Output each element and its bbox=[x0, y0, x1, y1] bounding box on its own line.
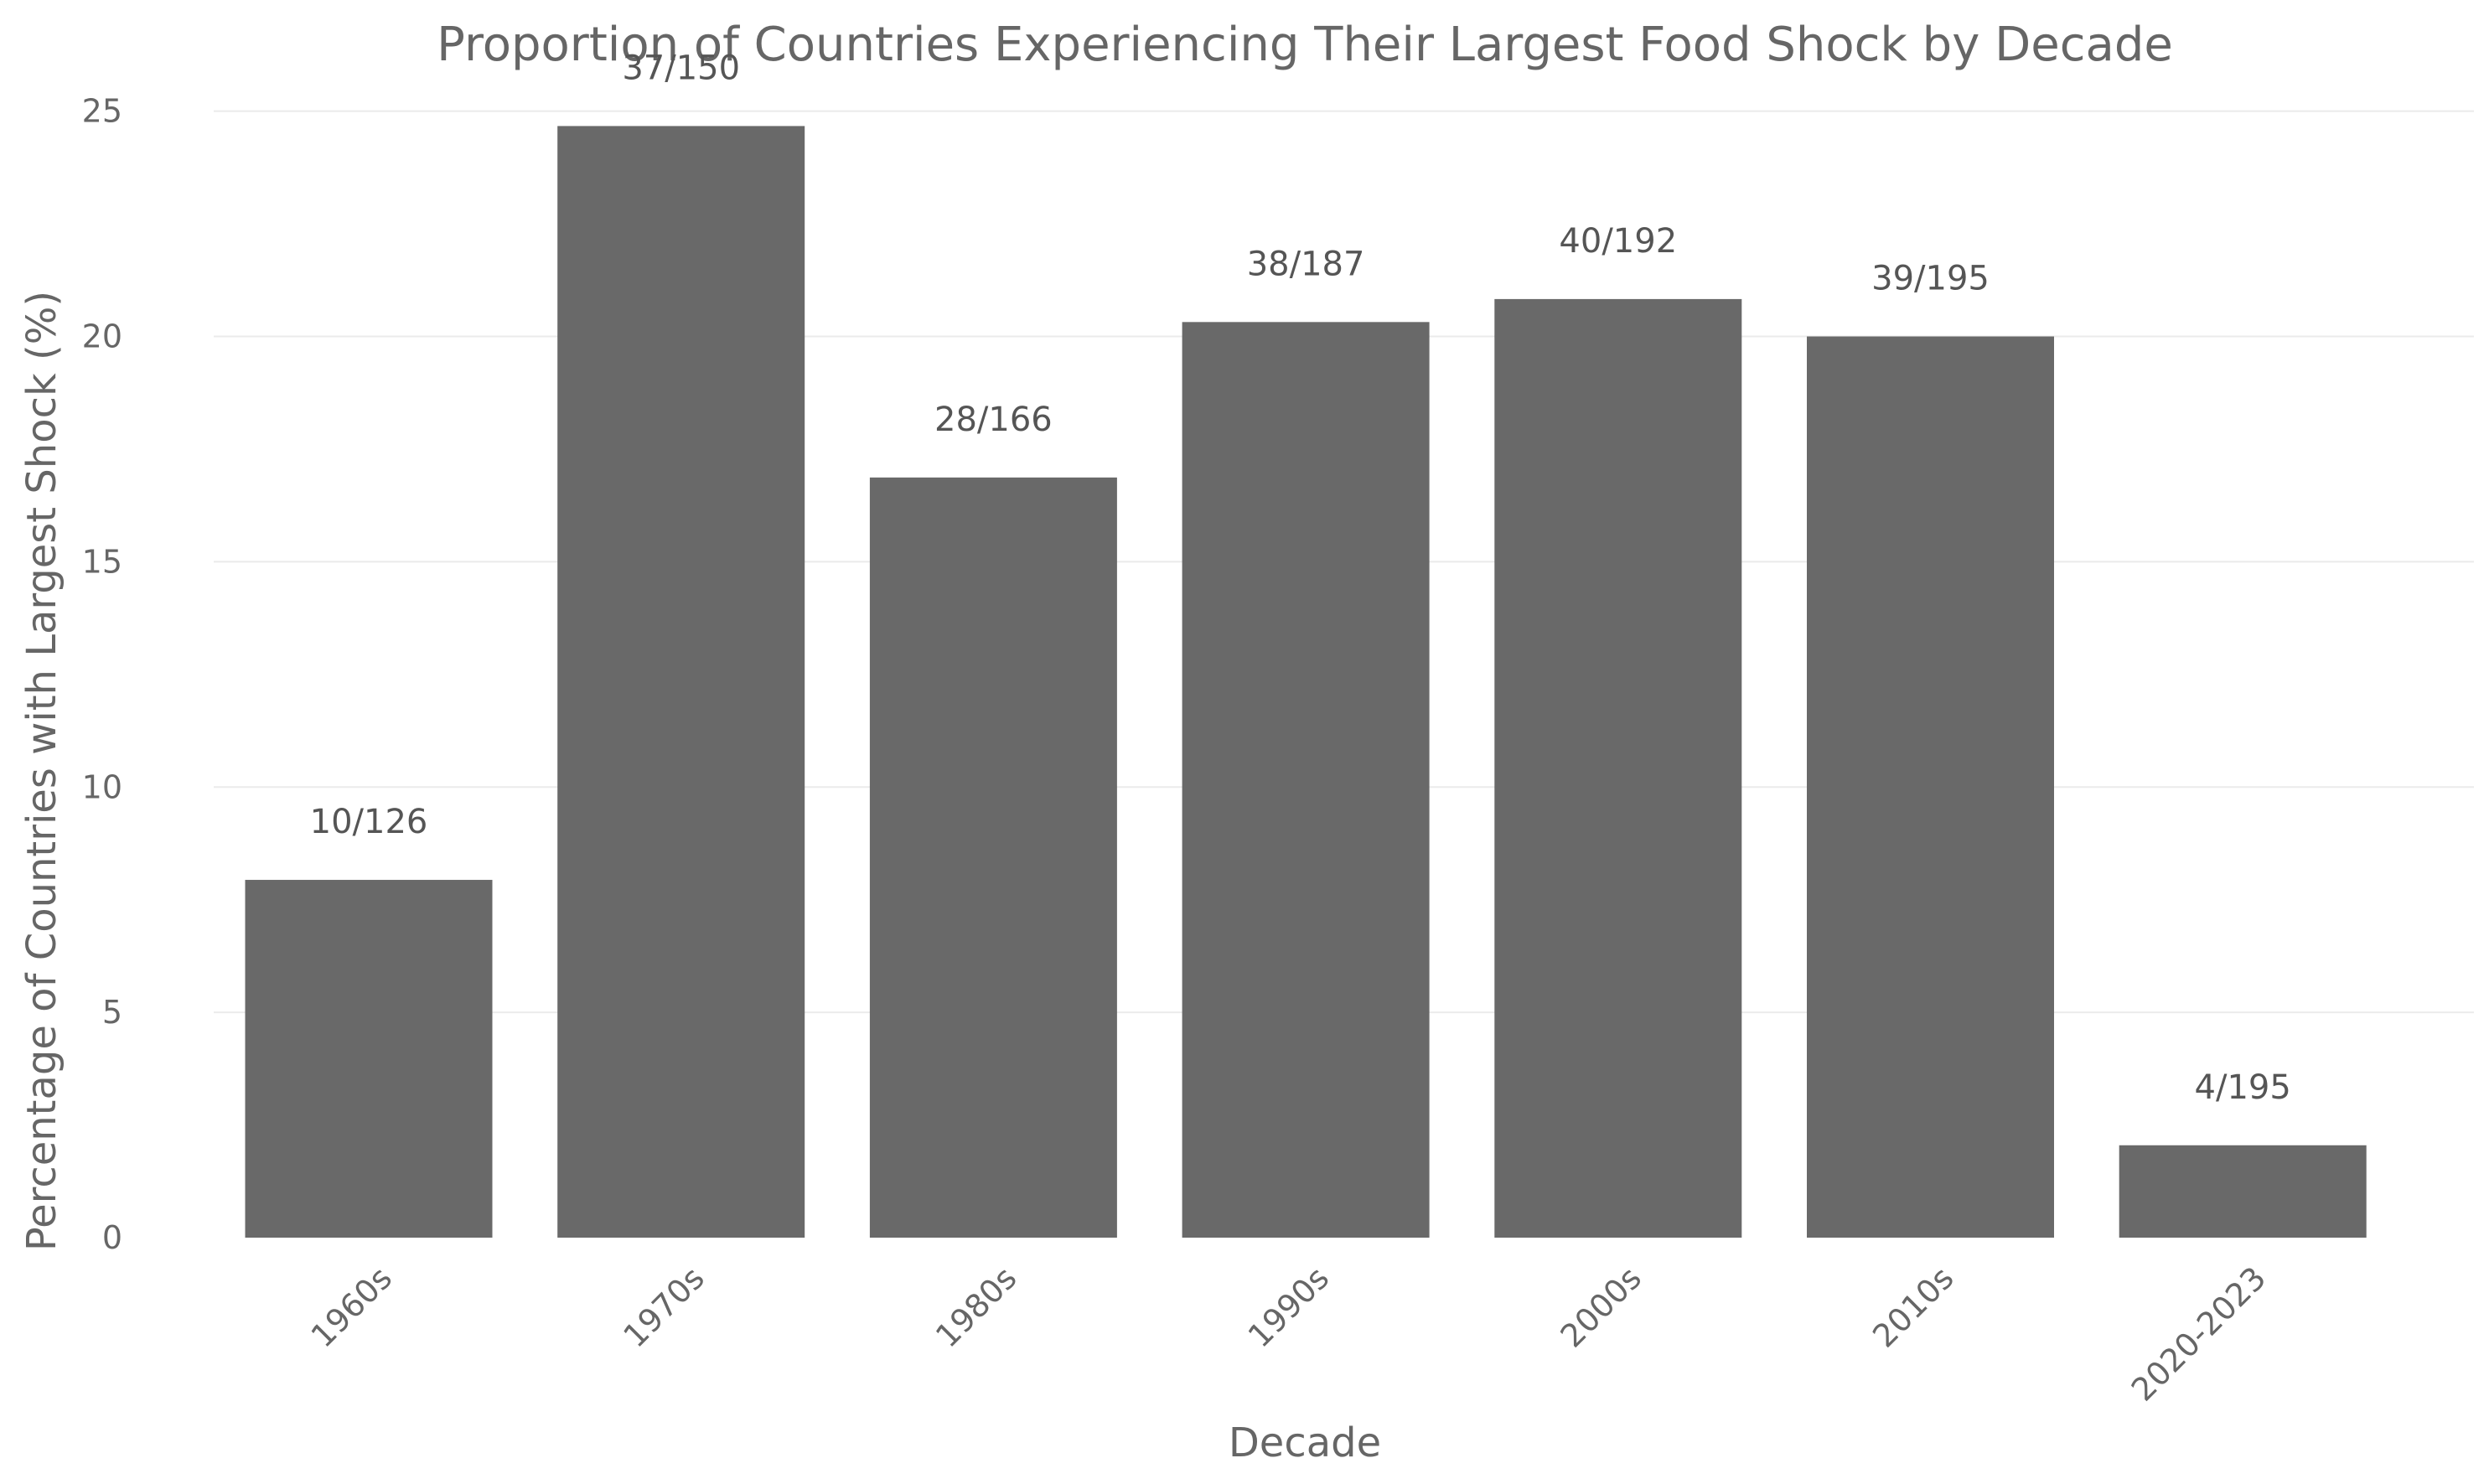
x-tick-label: 2000s bbox=[1553, 1259, 1648, 1355]
x-tick-label: 1980s bbox=[929, 1259, 1024, 1355]
x-tick-label: 2020-2023 bbox=[2124, 1259, 2274, 1409]
y-tick-label: 25 bbox=[82, 93, 122, 130]
bar-2000s bbox=[1494, 298, 1742, 1238]
bar-1960s bbox=[245, 880, 493, 1238]
x-tick-label: 1960s bbox=[304, 1259, 400, 1355]
bar-data-label: 4/195 bbox=[2195, 1068, 2291, 1107]
bars bbox=[245, 126, 2367, 1238]
y-tick-label: 15 bbox=[82, 543, 122, 580]
x-tick-label: 1970s bbox=[616, 1259, 712, 1355]
x-tick-label: 1990s bbox=[1241, 1259, 1337, 1355]
y-tick-label: 5 bbox=[102, 994, 122, 1031]
bar-2010s bbox=[1807, 336, 2054, 1238]
y-tick-label: 0 bbox=[102, 1219, 122, 1256]
x-axis-ticks: 1960s 1970s 1980s 1990s 2000s 2010s 2020-2023 bbox=[304, 1259, 2274, 1409]
bar-data-label: 40/192 bbox=[1559, 222, 1677, 261]
y-tick-label: 20 bbox=[82, 318, 122, 355]
bar-labels: 10/126 37/150 28/166 38/187 40/192 39/195 4/19… bbox=[310, 49, 2291, 1106]
y-axis-ticks: 0 5 10 15 20 25 bbox=[82, 93, 122, 1256]
chart-title: Proportion of Countries Experiencing The… bbox=[437, 18, 2173, 72]
bar-data-label: 38/187 bbox=[1247, 245, 1365, 283]
x-tick-label: 2010s bbox=[1865, 1259, 1961, 1355]
y-axis-label: Percentage of Countries with Largest Sho… bbox=[18, 291, 65, 1251]
bar-data-label: 10/126 bbox=[310, 803, 428, 841]
bar-1970s bbox=[557, 126, 805, 1238]
x-axis-label: Decade bbox=[1229, 1419, 1381, 1466]
y-tick-label: 10 bbox=[82, 768, 122, 805]
bar-data-label: 37/150 bbox=[622, 49, 740, 87]
bar-data-label: 28/166 bbox=[934, 401, 1053, 439]
bar-2020-2023 bbox=[2119, 1145, 2367, 1238]
bar-data-label: 39/195 bbox=[1871, 260, 1990, 298]
bar-1980s bbox=[869, 477, 1117, 1238]
bar-1990s bbox=[1182, 322, 1430, 1238]
